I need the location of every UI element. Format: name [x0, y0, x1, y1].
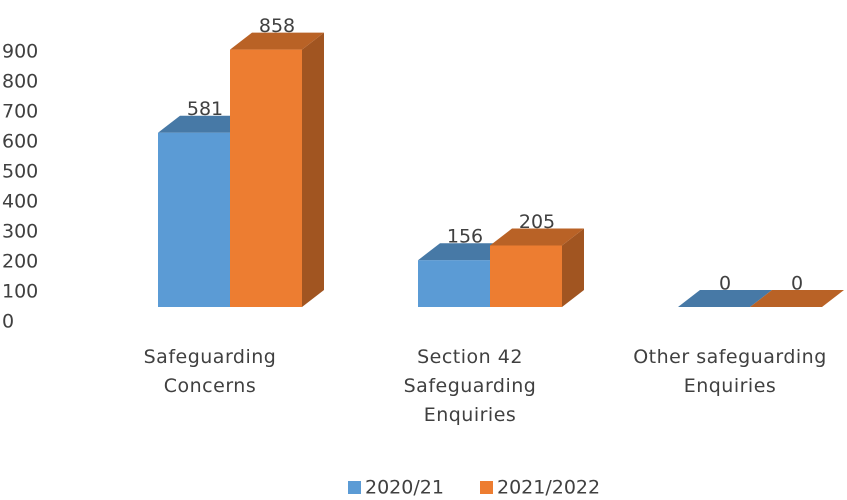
legend-swatch [480, 481, 493, 494]
x-tick-label: Section 42 Safeguarding Enquiries [403, 346, 537, 426]
data-label: 858 [259, 15, 295, 37]
bar-front [418, 260, 490, 307]
data-label: 0 [719, 273, 731, 295]
y-tick-label: 200 [2, 251, 38, 273]
legend-label: 2021/2022 [497, 477, 600, 499]
bar-front [490, 245, 562, 307]
bar-top [750, 290, 844, 307]
y-tick-label: 400 [2, 191, 38, 213]
y-tick-label: 0 [2, 311, 14, 333]
bar-top [158, 115, 252, 133]
bar-top [418, 243, 512, 261]
y-tick-label: 500 [2, 161, 38, 183]
x-tick-label: Safeguarding Concerns [143, 346, 277, 397]
bar-top [490, 228, 584, 246]
legend-swatch [348, 481, 361, 494]
x-tick-label: Other safeguarding Enquiries [633, 346, 827, 397]
y-tick-label: 600 [2, 131, 38, 153]
data-label: 205 [519, 211, 555, 233]
data-label: 156 [447, 226, 483, 248]
data-label: 581 [187, 98, 223, 120]
bar-top [230, 32, 324, 50]
y-tick-label: 900 [2, 41, 38, 63]
bar-top [678, 290, 772, 307]
y-tick-label: 800 [2, 71, 38, 93]
bar-side [562, 228, 584, 307]
bar-side [302, 32, 324, 307]
y-tick-label: 100 [2, 281, 38, 303]
bar-front [230, 49, 302, 307]
data-label: 0 [791, 273, 803, 295]
y-tick-label: 300 [2, 221, 38, 243]
legend-label: 2020/21 [365, 477, 444, 499]
bar-front [158, 132, 230, 307]
y-tick-label: 700 [2, 101, 38, 123]
